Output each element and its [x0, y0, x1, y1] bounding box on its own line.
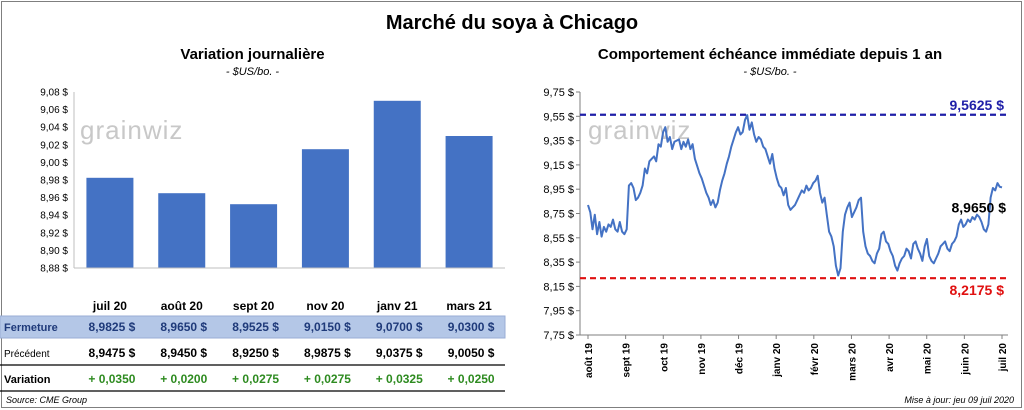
- right-watermark-logo: grainwiz: [588, 115, 692, 145]
- right-x-tick-label: févr 20: [810, 343, 821, 376]
- table-row-label: Fermeture: [4, 322, 58, 334]
- table-row-label: Précédent: [4, 349, 50, 360]
- bar-1: [158, 193, 206, 268]
- left-chart-unit: - $US/bo. -: [225, 66, 280, 78]
- bar-5: [445, 136, 493, 268]
- right-y-tick-label: 8,75 $: [543, 209, 574, 221]
- update-note: Mise à jour: jeu 09 juil 2020: [904, 395, 1014, 405]
- left-y-tick-label: 8,96 $: [40, 193, 68, 204]
- left-y-tick-label: 8,98 $: [40, 176, 68, 187]
- bar-3: [301, 149, 349, 268]
- table-row-label: Variation: [4, 374, 51, 386]
- min-value-label: 8,2175 $: [950, 282, 1005, 298]
- daily-variation-chart: 8,88 $ 8,90 $ 8,92 $ 8,94 $ 8,96 $ 8,98 $ 9,00…: [0, 88, 506, 392]
- table-cell: + 0,0275: [232, 372, 279, 386]
- main-title: Marché du soya à Chicago: [385, 12, 639, 34]
- table-cell: + 0,0275: [304, 372, 351, 386]
- table-cell: + 0,0325: [376, 372, 423, 386]
- table-cell: 8,9475 $: [89, 346, 136, 360]
- left-chart-title: Variation journalière: [180, 46, 325, 63]
- table-cell: 9,0050 $: [448, 346, 495, 360]
- table-cell: 8,9525 $: [232, 320, 279, 334]
- left-y-tick-label: 8,88 $: [40, 264, 68, 275]
- left-y-tick-label: 8,94 $: [40, 211, 68, 222]
- right-y-tick-label: 9,35 $: [543, 136, 574, 148]
- right-x-tick-label: déc 19: [735, 343, 746, 375]
- right-y-tick-label: 8,95 $: [543, 184, 574, 196]
- right-y-tick-label: 9,75 $: [543, 87, 574, 99]
- table-cell: 9,0150 $: [304, 320, 351, 334]
- right-y-tick-label: 7,75 $: [543, 330, 574, 342]
- category-label: janv 21: [376, 299, 418, 313]
- left-watermark-logo: grainwiz: [80, 115, 184, 145]
- last-value-label: 8,9650 $: [952, 199, 1007, 215]
- table-cell: 8,9825 $: [89, 320, 136, 334]
- left-y-tick-label: 8,90 $: [40, 246, 68, 257]
- right-x-tick-label: sept 19: [622, 343, 633, 378]
- right-x-tick-label: avr 20: [885, 343, 896, 372]
- bar-2: [230, 204, 278, 268]
- table-cell: 9,0300 $: [448, 320, 495, 334]
- right-y-tick-label: 9,55 $: [543, 111, 574, 123]
- front-month-history-chart: 7,75 $ 7,95 $ 8,15 $ 8,35 $ 8,55 $ 8,75 $ 8,95…: [543, 87, 1009, 381]
- category-label: juil 20: [92, 299, 127, 313]
- right-y-tick-label: 9,15 $: [543, 160, 574, 172]
- bar-4: [373, 100, 421, 268]
- left-y-tick-label: 9,04 $: [40, 123, 68, 134]
- right-y-tick-label: 8,55 $: [543, 233, 574, 245]
- left-y-tick-label: 9,06 $: [40, 105, 68, 116]
- right-x-tick-label: juin 20: [960, 343, 971, 376]
- right-chart-title: Comportement échéance immédiate depuis 1…: [597, 46, 943, 63]
- right-x-tick-label: mars 20: [847, 343, 858, 381]
- right-y-tick-label: 8,35 $: [543, 257, 574, 269]
- right-y-tick-label: 7,95 $: [543, 306, 574, 318]
- table-cell: 9,0375 $: [376, 346, 423, 360]
- table-cell: + 0,0250: [448, 372, 495, 386]
- table-cell: + 0,0350: [88, 372, 135, 386]
- table-cell: 8,9250 $: [232, 346, 279, 360]
- table-cell: 9,0700 $: [376, 320, 423, 334]
- right-x-tick-label: mai 20: [923, 343, 934, 375]
- table-cell: 8,9875 $: [304, 346, 351, 360]
- table-cell: 8,9450 $: [160, 346, 207, 360]
- left-y-tick-label: 9,02 $: [40, 140, 68, 151]
- right-x-tick-label: janv 20: [772, 343, 783, 378]
- left-y-tick-label: 8,92 $: [40, 228, 68, 239]
- right-x-tick-label: oct 19: [659, 343, 670, 372]
- table-cell: + 0,0200: [160, 372, 207, 386]
- right-x-tick-label: nov 19: [697, 343, 708, 375]
- source-note: Source: CME Group: [6, 395, 88, 405]
- category-label: mars 21: [446, 299, 492, 313]
- max-value-label: 9,5625 $: [950, 97, 1005, 113]
- table-cell: 8,9650 $: [160, 320, 207, 334]
- right-chart-unit: - $US/bo. -: [743, 66, 797, 78]
- right-y-tick-label: 8,15 $: [543, 281, 574, 293]
- right-x-tick-label: juil 20: [998, 343, 1009, 373]
- left-y-tick-label: 9,08 $: [40, 88, 68, 99]
- price-series-line: [587, 114, 1003, 277]
- category-label: sept 20: [233, 299, 275, 313]
- bar-0: [86, 177, 134, 268]
- left-y-tick-label: 9,00 $: [40, 158, 68, 169]
- category-label: nov 20: [306, 299, 344, 313]
- right-x-tick-label: août 19: [584, 343, 595, 378]
- table-row-highlight: [0, 315, 506, 339]
- category-label: août 20: [161, 299, 203, 313]
